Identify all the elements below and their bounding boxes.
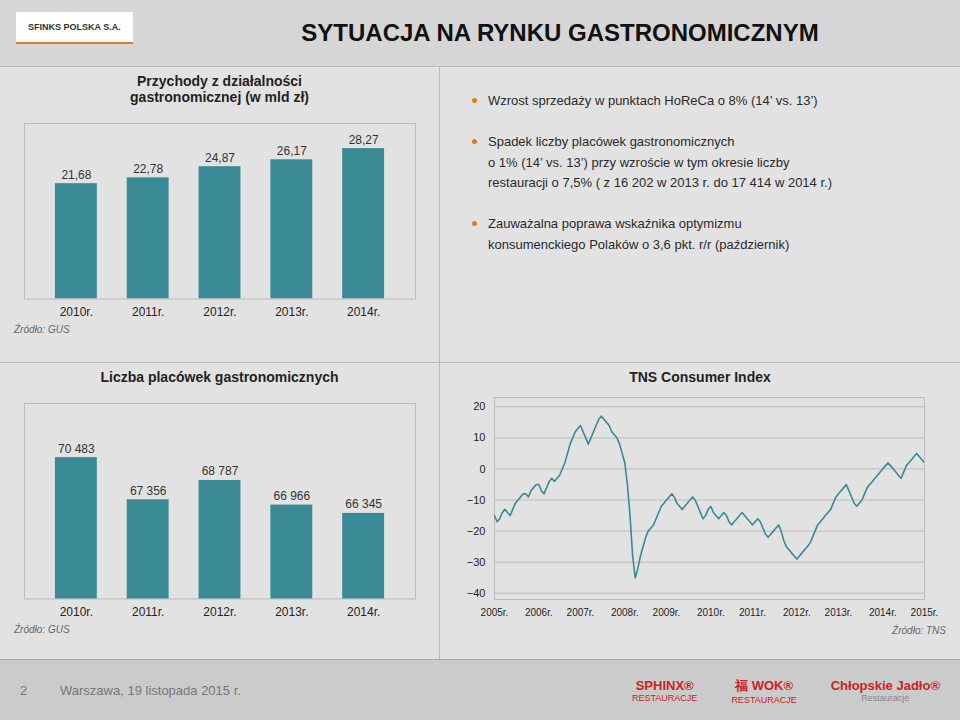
svg-text:10: 10 (473, 431, 485, 443)
svg-text:2009r.: 2009r. (653, 607, 681, 618)
svg-text:2012r.: 2012r. (203, 305, 236, 319)
svg-text:2010r.: 2010r. (60, 605, 93, 619)
html-text:2: 2 (20, 683, 28, 698)
html-text:SPHINX®: SPHINX® (635, 678, 694, 693)
html-text:Chłopskie Jadło®: Chłopskie Jadło® (830, 678, 940, 693)
svg-text:28,27: 28,27 (349, 133, 379, 147)
html-text:Liczba placówek gastronomiczny: Liczba placówek gastronomicznych (100, 369, 339, 385)
html-text:Źródło: GUS: Źródło: GUS (14, 324, 70, 336)
svg-text:2011r.: 2011r. (132, 605, 164, 619)
svg-text:21,68: 21,68 (61, 168, 91, 182)
html-text:Warszawa, 19 listopada 2015 r.: Warszawa, 19 listopada 2015 r. (60, 683, 241, 698)
svg-text:−30: −30 (467, 556, 486, 568)
svg-text:2013r.: 2013r. (275, 305, 308, 319)
svg-text:68 787: 68 787 (202, 464, 239, 478)
svg-text:2005r.: 2005r. (481, 607, 509, 618)
svg-text:2014r.: 2014r. (869, 607, 897, 618)
svg-text:2011r.: 2011r. (739, 607, 766, 618)
html-text:RESTAURACJE: RESTAURACJE (632, 693, 698, 703)
svg-text:2015r.: 2015r. (911, 607, 939, 618)
html-text:SYTUACJA NA RYNKU GASTRONOMICZ: SYTUACJA NA RYNKU GASTRONOMICZNYM (301, 19, 819, 46)
html-text:Restauracje: Restauracje (861, 693, 910, 703)
html-text:Przychody z działalności gastr: Przychody z działalności gastronomicznej… (130, 73, 309, 105)
svg-text:2011r.: 2011r. (132, 305, 164, 319)
svg-text:−20: −20 (467, 525, 486, 537)
svg-text:22,78: 22,78 (133, 162, 163, 176)
svg-text:2012r.: 2012r. (203, 605, 236, 619)
svg-text:2012r.: 2012r. (783, 607, 811, 618)
svg-text:2013r.: 2013r. (825, 607, 853, 618)
svg-text:66 966: 66 966 (274, 489, 311, 503)
svg-text:67 356: 67 356 (130, 484, 167, 498)
html-text:福 WOK®: 福 WOK® (735, 677, 793, 693)
html-text:SFINKS POLSKA S.A.: SFINKS POLSKA S.A. (28, 22, 121, 32)
svg-text:2013r.: 2013r. (275, 605, 308, 619)
svg-text:−10: −10 (467, 494, 486, 506)
html-text:Źródło: GUS: Źródło: GUS (14, 624, 70, 636)
svg-text:24,87: 24,87 (205, 151, 235, 165)
html-text:Źródło: TNS: Źródło: TNS (892, 625, 946, 636)
svg-text:70 483: 70 483 (58, 442, 95, 456)
svg-text:2007r.: 2007r. (567, 607, 595, 618)
svg-text:2008r.: 2008r. (611, 607, 639, 618)
svg-text:2014r.: 2014r. (347, 305, 380, 319)
svg-text:−40: −40 (467, 587, 486, 599)
svg-text:0: 0 (479, 462, 485, 474)
html-text:Zauważalna poprawa wskaźnika o: Zauważalna poprawa wskaźnika optymizmu k… (488, 216, 790, 252)
svg-text:20: 20 (473, 400, 485, 412)
svg-text:2006r.: 2006r. (525, 607, 553, 618)
svg-text:26,17: 26,17 (277, 144, 307, 158)
svg-text:2014r.: 2014r. (347, 605, 380, 619)
html-text:RESTAURACJE: RESTAURACJE (731, 694, 797, 705)
svg-text:2010r.: 2010r. (60, 305, 93, 319)
html-text:Wzrost sprzedaży w punktach Ho: Wzrost sprzedaży w punktach HoReCa o 8% … (488, 93, 818, 108)
html-text:TNS Consumer Index: TNS Consumer Index (629, 369, 771, 385)
svg-text:2010r.: 2010r. (697, 607, 725, 618)
svg-text:66 345: 66 345 (345, 497, 382, 511)
html-text:Spadek liczby placówek gastron: Spadek liczby placówek gastronomicznych … (488, 133, 832, 191)
